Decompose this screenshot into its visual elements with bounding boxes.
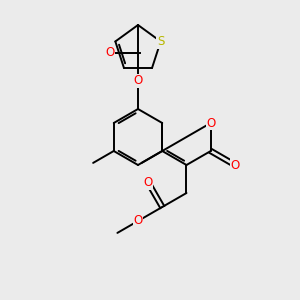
- Text: O: O: [105, 46, 115, 59]
- Text: O: O: [134, 74, 142, 88]
- Text: S: S: [157, 35, 164, 48]
- Text: O: O: [134, 214, 142, 227]
- Text: O: O: [206, 116, 215, 130]
- Text: O: O: [144, 176, 153, 189]
- Text: O: O: [230, 158, 240, 172]
